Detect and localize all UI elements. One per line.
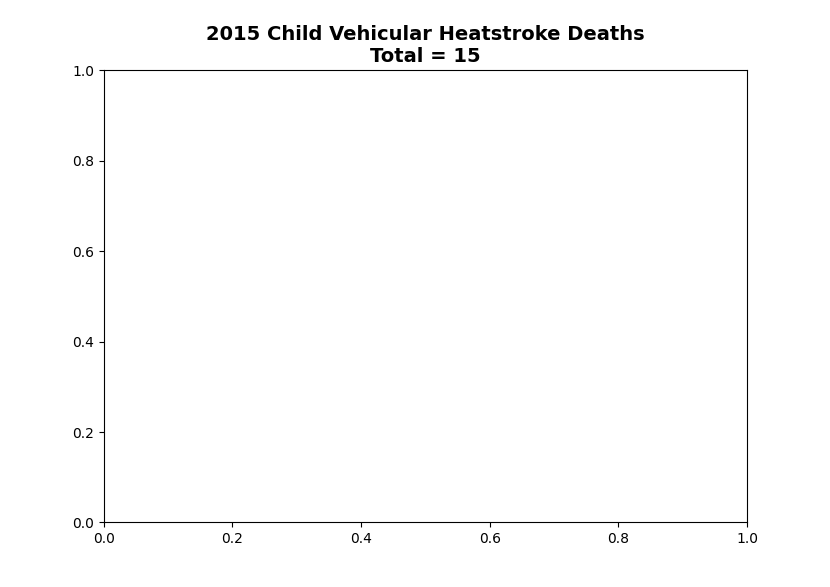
Title: 2015 Child Vehicular Heatstroke Deaths
Total = 15: 2015 Child Vehicular Heatstroke Deaths T… — [206, 25, 645, 66]
